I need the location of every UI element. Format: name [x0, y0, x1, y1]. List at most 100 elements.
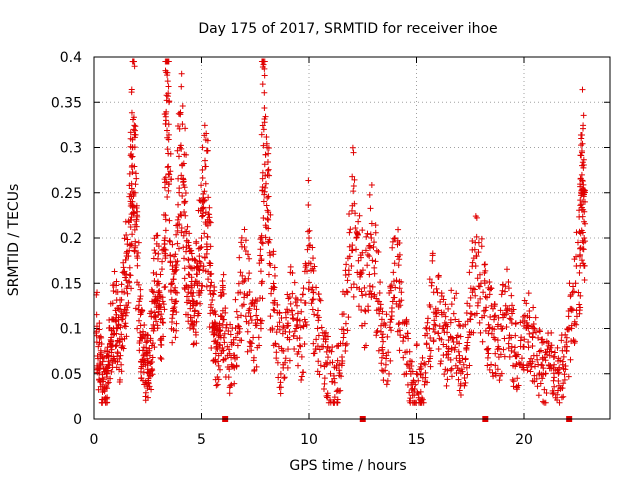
y-tick-label: 0.4: [60, 50, 82, 66]
data-point: [144, 385, 151, 392]
data-point: [409, 392, 416, 399]
data-point: [159, 298, 166, 305]
data-point: [203, 283, 210, 290]
data-point: [508, 292, 515, 299]
data-point: [270, 280, 277, 287]
data-point: [170, 271, 177, 278]
data-point: [226, 390, 233, 397]
data-point: [555, 366, 562, 373]
data-point: [220, 316, 227, 323]
data-point: [551, 361, 558, 368]
data-point: [199, 213, 206, 220]
data-point: [214, 381, 221, 388]
data-point: [579, 159, 586, 166]
data-point: [316, 296, 323, 303]
data-point: [200, 205, 207, 212]
data-point: [199, 205, 206, 212]
data-point: [113, 330, 120, 337]
data-point: [474, 275, 481, 282]
data-point: [147, 372, 154, 379]
data-point: [482, 307, 489, 314]
x-axis-label: GPS time / hours: [289, 458, 406, 474]
data-point: [159, 258, 166, 265]
data-point: [170, 326, 177, 333]
data-point: [351, 176, 358, 183]
data-point: [248, 317, 255, 324]
data-point: [308, 300, 315, 307]
data-point: [423, 341, 430, 348]
data-point: [366, 191, 373, 198]
data-point: [396, 285, 403, 292]
data-point: [166, 217, 173, 224]
data-point: [520, 366, 527, 373]
data-point: [525, 339, 532, 346]
data-point: [234, 314, 241, 321]
data-point: [193, 340, 200, 347]
data-point: [315, 291, 322, 298]
data-points: [93, 58, 589, 406]
data-point: [276, 309, 283, 316]
data-point: [506, 353, 513, 360]
data-point: [257, 246, 264, 253]
data-point: [130, 203, 137, 210]
data-point: [543, 390, 550, 397]
data-point: [274, 301, 281, 308]
data-point: [181, 208, 188, 215]
data-point: [196, 253, 203, 260]
data-point: [574, 239, 581, 246]
data-point: [287, 263, 294, 270]
data-point: [220, 357, 227, 364]
data-point: [164, 127, 171, 134]
data-point: [486, 291, 493, 298]
data-point: [499, 311, 506, 318]
data-point: [417, 371, 424, 378]
data-point: [164, 78, 171, 85]
data-point: [500, 346, 507, 353]
data-point: [479, 338, 486, 345]
data-point: [366, 282, 373, 289]
data-point: [566, 326, 573, 333]
data-point: [268, 290, 275, 297]
data-point: [282, 359, 289, 366]
data-point: [166, 98, 173, 105]
data-point: [214, 346, 221, 353]
data-point: [476, 271, 483, 278]
data-point: [384, 377, 391, 384]
data-point: [565, 373, 572, 380]
data-point: [290, 332, 297, 339]
data-point: [254, 298, 261, 305]
data-point: [346, 211, 353, 218]
data-point: [314, 312, 321, 319]
data-point: [263, 134, 270, 141]
data-point: [112, 343, 119, 350]
data-point: [541, 386, 548, 393]
data-point: [202, 180, 209, 187]
data-point: [398, 297, 405, 304]
data-point: [348, 263, 355, 270]
data-point: [198, 287, 205, 294]
data-point: [284, 291, 291, 298]
data-point: [117, 324, 124, 331]
data-point: [576, 269, 583, 276]
data-point: [178, 83, 185, 90]
data-point: [251, 300, 258, 307]
data-point: [517, 337, 524, 344]
data-point: [448, 373, 455, 380]
data-point: [333, 343, 340, 350]
data-point: [174, 216, 181, 223]
data-point: [192, 307, 199, 314]
data-point: [187, 264, 194, 271]
data-point: [350, 149, 357, 156]
data-point: [137, 293, 144, 300]
data-point: [222, 309, 229, 316]
data-point: [162, 227, 169, 234]
data-point: [272, 340, 279, 347]
data-point: [560, 353, 567, 360]
data-point: [174, 147, 181, 154]
data-point: [386, 370, 393, 377]
data-point: [578, 147, 585, 154]
data-point: [261, 72, 268, 79]
data-point: [334, 399, 341, 406]
data-point: [217, 326, 224, 333]
data-point: [113, 278, 120, 285]
